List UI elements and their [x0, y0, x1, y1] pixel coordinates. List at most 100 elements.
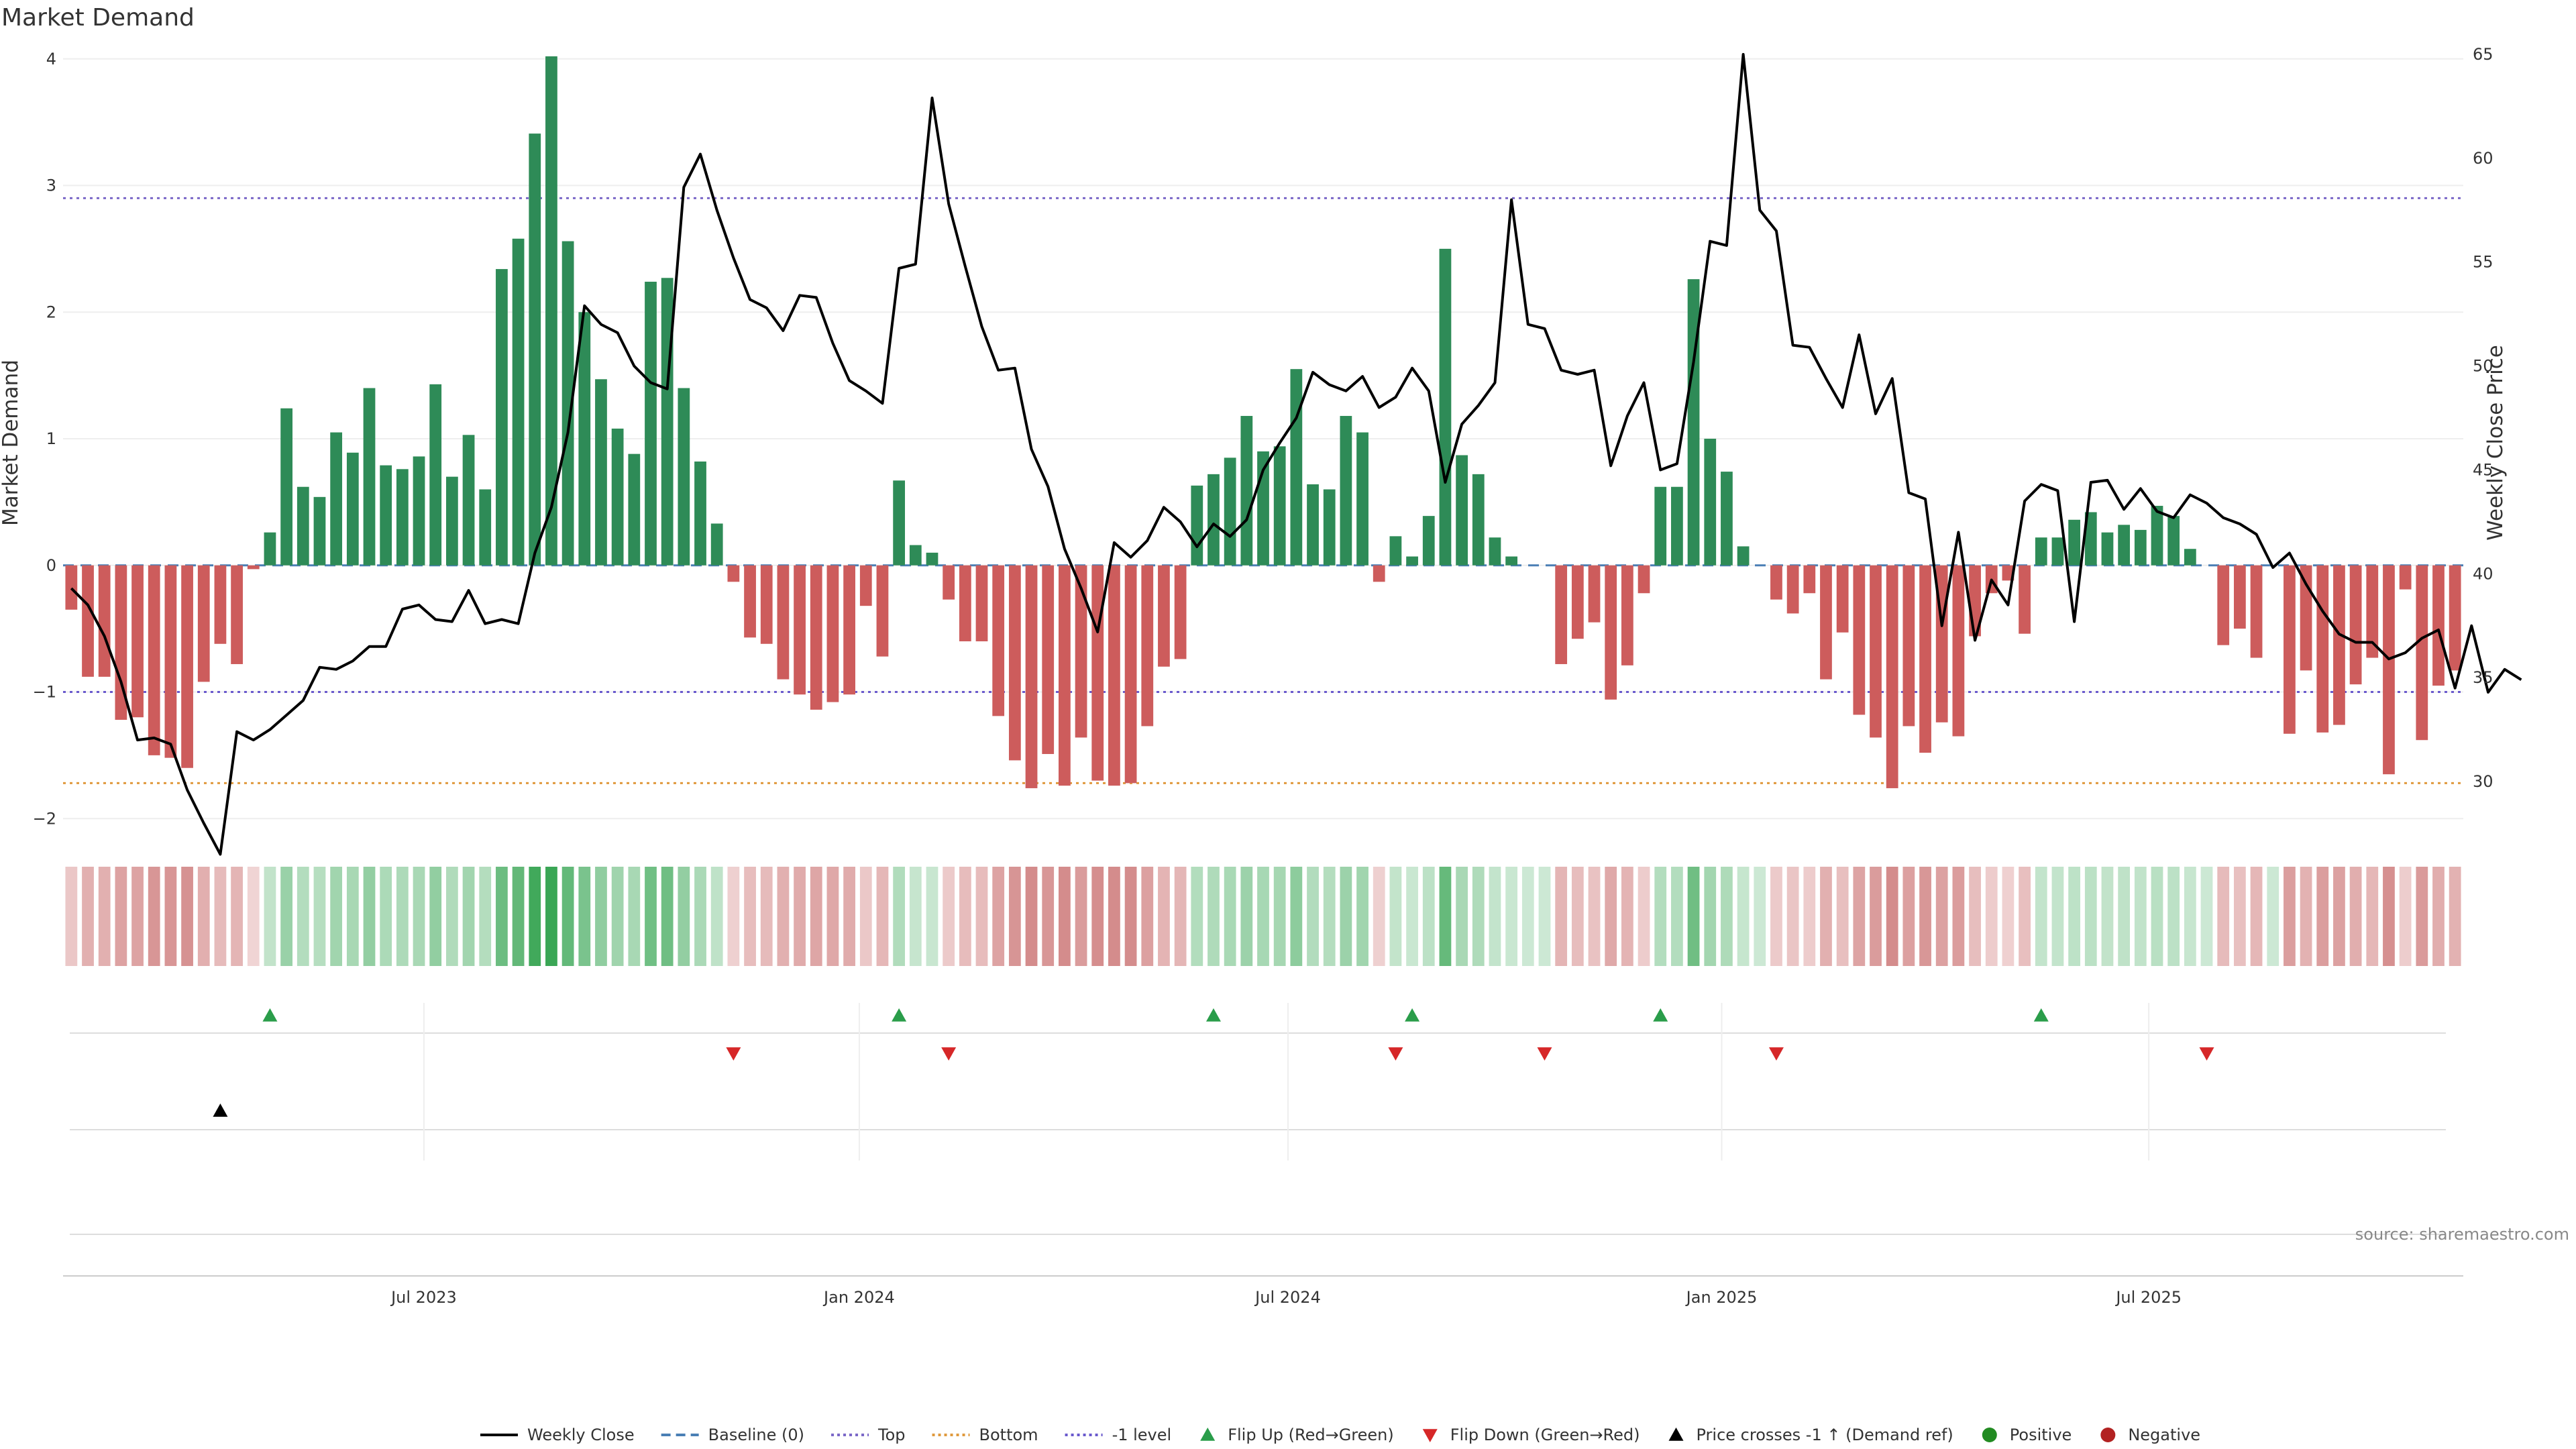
negative-demand-bar — [1770, 565, 1782, 600]
negative-demand-bar — [810, 565, 822, 710]
heat-band-cell — [794, 867, 806, 966]
heat-band-cell — [843, 867, 855, 966]
negative-demand-bar — [794, 565, 806, 695]
negative-demand-bar — [1870, 565, 1882, 738]
positive-demand-bar — [2068, 519, 2081, 566]
legend-label: Bottom — [979, 1426, 1038, 1444]
legend-label: Baseline (0) — [708, 1426, 804, 1444]
heat-band-cell — [661, 867, 674, 966]
heat-band-cell — [2134, 867, 2147, 966]
positive-demand-bar — [578, 312, 591, 566]
negative-demand-bar — [2284, 565, 2296, 734]
heat-band-cell — [1257, 867, 1269, 966]
heat-band-cell — [396, 867, 409, 966]
flip-up-marker — [1653, 1008, 1668, 1022]
heat-band-cell — [1521, 867, 1534, 966]
weekly-close-price-line — [70, 53, 2522, 856]
legend-item-4: -1 level — [1065, 1426, 1171, 1444]
heat-band-cell — [611, 867, 624, 966]
heat-band-cell — [148, 867, 160, 966]
heat-band-cell — [2051, 867, 2064, 966]
positive-demand-bar — [2184, 549, 2196, 566]
positive-demand-bar — [380, 465, 392, 566]
heat-band-cell — [1919, 867, 1931, 966]
negative-demand-bar — [2217, 565, 2230, 645]
negative-demand-bar — [2019, 565, 2031, 634]
heat-band-cell — [1091, 867, 1104, 966]
right-axis-title: Weekly Close Price — [2483, 345, 2508, 541]
negative-demand-bar — [164, 565, 177, 758]
negative-demand-bar — [1853, 565, 1866, 715]
legend-swatch — [1200, 1428, 1216, 1441]
heat-band-cell — [959, 867, 971, 966]
heat-band-cell — [545, 867, 557, 966]
heat-band-cell — [231, 867, 243, 966]
heat-band-cell — [744, 867, 756, 966]
negative-demand-bar — [1174, 565, 1187, 659]
negative-demand-bar — [1902, 565, 1915, 727]
heat-band-cell — [578, 867, 591, 966]
flip-down-marker — [2199, 1047, 2214, 1061]
negative-demand-bar — [975, 565, 988, 641]
left-tick-label: 0 — [46, 556, 56, 575]
negative-demand-bar — [2349, 565, 2362, 685]
heat-band-cell — [826, 867, 839, 966]
positive-demand-bar — [645, 281, 657, 566]
positive-demand-bar — [313, 496, 326, 566]
negative-demand-bar — [82, 565, 94, 677]
x-axis-ticks: Jul 2023 Jan 2024 Jul 2024 Jan 2025 Jul 2025 — [63, 1275, 2463, 1307]
flip-down-marker — [1388, 1047, 1403, 1061]
positive-demand-bar — [1489, 537, 1501, 566]
heat-band-cell — [1406, 867, 1418, 966]
positive-demand-bar — [496, 269, 508, 566]
right-tick-label: 65 — [2473, 45, 2493, 64]
positive-demand-bar — [1356, 432, 1368, 566]
negative-demand-bar — [2432, 565, 2445, 686]
heat-band-cell — [2416, 867, 2428, 966]
heat-band-cell — [1158, 867, 1170, 966]
negative-demand-bar — [1025, 565, 1038, 788]
positive-demand-bar — [909, 545, 922, 566]
right-tick-label: 30 — [2473, 772, 2493, 791]
negative-demand-bar — [231, 565, 243, 664]
heat-band-cell — [893, 867, 906, 966]
left-tick-label: −2 — [33, 809, 56, 828]
heat-band-cell — [2217, 867, 2230, 966]
heat-band-cell — [1638, 867, 1650, 966]
flip-down-marker — [726, 1047, 741, 1061]
heat-band-cell — [2399, 867, 2412, 966]
positive-demand-bar — [1505, 556, 1518, 566]
positive-demand-bar — [1307, 484, 1319, 566]
heat-band-cell — [2349, 867, 2362, 966]
negative-demand-bar — [1803, 565, 1816, 594]
negative-demand-bar — [197, 565, 210, 682]
legend-swatch — [1422, 1429, 1438, 1442]
negative-demand-bar — [2316, 565, 2329, 733]
negative-demand-bar — [1555, 565, 1568, 664]
right-tick-label: 40 — [2473, 564, 2493, 583]
heat-band-cell — [1671, 867, 1683, 966]
heat-band-cell — [2184, 867, 2196, 966]
positive-demand-bar — [1704, 439, 1717, 566]
right-tick-label: 60 — [2473, 149, 2493, 168]
legend-label: Flip Down (Green→Red) — [1450, 1426, 1640, 1444]
heat-band-cell — [1422, 867, 1435, 966]
positive-demand-bar — [429, 384, 442, 566]
negative-demand-bar — [1008, 565, 1021, 761]
negative-demand-bar — [1141, 565, 1154, 727]
heat-band-cell — [1687, 867, 1700, 966]
heat-band-cell — [82, 867, 94, 966]
right-axis-ticks: 65 60 55 50 45 40 35 30 — [2473, 45, 2493, 791]
heat-band-cell — [2284, 867, 2296, 966]
price-cross-marker — [213, 1104, 228, 1117]
negative-demand-bar — [1588, 565, 1601, 623]
demand-bars — [65, 56, 2461, 788]
positive-demand-bar — [264, 532, 276, 566]
heat-band-cell — [2084, 867, 2097, 966]
positive-demand-bar — [1654, 486, 1667, 566]
flip-down-marker — [941, 1047, 957, 1061]
heat-band-cell — [1025, 867, 1038, 966]
legend-item-3: Bottom — [932, 1426, 1038, 1444]
positive-demand-bar — [330, 432, 343, 566]
positive-demand-bar — [1224, 458, 1236, 566]
